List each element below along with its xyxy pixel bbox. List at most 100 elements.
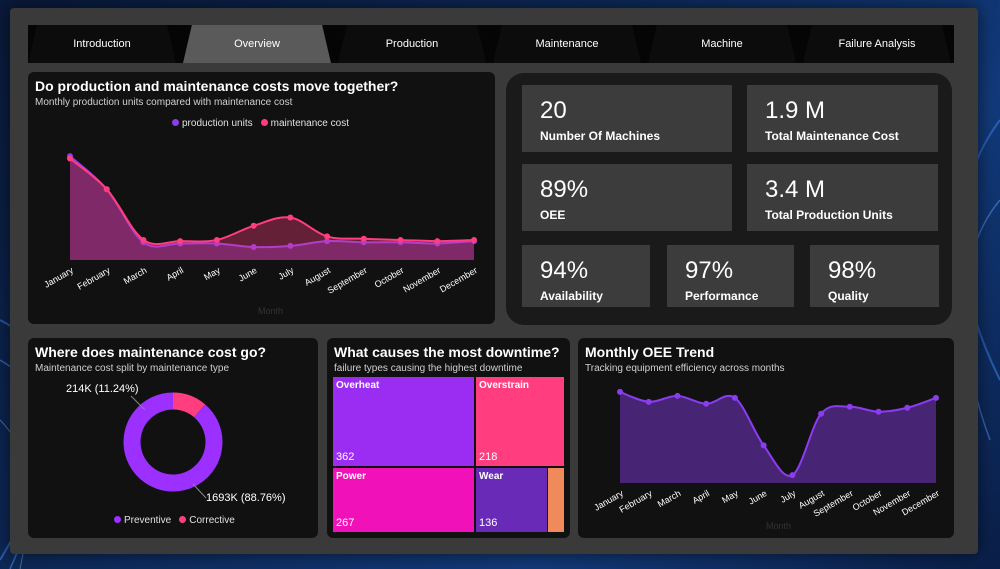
kpi-prod-units-label: Total Production Units xyxy=(765,208,893,222)
cost-chart-svg: January February March April May June July Augu… xyxy=(42,153,479,296)
treemap-power-value: 267 xyxy=(336,517,355,529)
x-tick-label: March xyxy=(656,488,683,509)
point-1-8 xyxy=(360,235,367,242)
tab-introduction[interactable]: Introduction xyxy=(28,25,176,63)
point-0-2 xyxy=(674,392,681,399)
kpi-maint-cost-value: 1.9 M xyxy=(765,97,826,124)
x-tick-label: April xyxy=(691,488,712,506)
donut-slice-preventive xyxy=(123,392,223,492)
point-0-6 xyxy=(789,472,796,479)
point-1-4 xyxy=(213,236,220,243)
x-tick-label: January xyxy=(42,265,75,290)
legend-production: production units xyxy=(172,118,253,129)
donut-title: Where does maintenance cost go? xyxy=(35,344,267,360)
kpi-oee: 89% OEE xyxy=(522,164,732,231)
kpi-prod-units-value: 3.4 M xyxy=(765,176,826,203)
point-0-7 xyxy=(818,410,825,417)
point-1-11 xyxy=(471,236,477,243)
tab-overview[interactable]: Overview xyxy=(183,25,331,63)
x-tick-label: May xyxy=(202,265,222,282)
treemap-wear-label: Wear xyxy=(479,471,504,482)
donut-leader-preventive xyxy=(192,483,207,499)
x-tick-label: June xyxy=(237,265,259,283)
kpi-maint-cost-label: Total Maintenance Cost xyxy=(765,129,899,143)
legend-preventive: Preventive xyxy=(114,515,171,526)
kpi-quality-value: 98% xyxy=(828,257,877,284)
kpi-oee-value: 89% xyxy=(540,176,589,203)
tab-production[interactable]: Production xyxy=(338,25,486,63)
point-0-1 xyxy=(645,398,652,405)
kpi-machines: 20 Number Of Machines xyxy=(522,85,732,152)
treemap-overstrain[interactable]: Overstrain 218 xyxy=(476,377,564,466)
x-tick-label: May xyxy=(720,488,740,505)
oee-chart-xlabel: Month xyxy=(766,521,792,531)
x-tick-label: February xyxy=(618,488,655,515)
legend-corrective: Corrective xyxy=(179,515,235,526)
donut-subtitle: Maintenance cost split by maintenance ty… xyxy=(35,363,229,374)
x-tick-label: December xyxy=(438,265,479,294)
point-0-7 xyxy=(324,238,331,245)
treemap-power[interactable]: Power 267 xyxy=(333,468,474,532)
tab-failure-analysis[interactable]: Failure Analysis xyxy=(803,25,951,63)
point-0-6 xyxy=(287,242,294,249)
point-0-5 xyxy=(250,244,257,251)
x-tick-label: September xyxy=(326,265,369,296)
x-tick-label: July xyxy=(276,265,295,282)
treemap-overheat-label: Overheat xyxy=(336,380,380,391)
kpi-panel: 20 Number Of Machines 1.9 M Total Mainte… xyxy=(506,73,952,325)
point-0-4 xyxy=(731,394,738,401)
donut-leader-corrective xyxy=(130,395,146,411)
kpi-availability-value: 94% xyxy=(540,257,589,284)
kpi-maint-cost: 1.9 M Total Maintenance Cost xyxy=(747,85,938,152)
kpi-machines-label: Number Of Machines xyxy=(540,129,661,143)
kpi-prod-units: 3.4 M Total Production Units xyxy=(747,164,938,231)
point-0-0 xyxy=(617,388,623,395)
area-0 xyxy=(70,156,474,260)
point-0-11 xyxy=(933,394,939,401)
point-1-6 xyxy=(287,214,294,221)
oee-trend-subtitle: Tracking equipment efficiency across mon… xyxy=(585,363,785,374)
point-0-8 xyxy=(846,403,853,410)
kpi-availability: 94% Availability xyxy=(522,245,650,307)
treemap-power-label: Power xyxy=(336,471,367,482)
tab-machine[interactable]: Machine xyxy=(648,25,796,63)
kpi-performance: 97% Performance xyxy=(667,245,794,307)
point-1-1 xyxy=(103,186,110,193)
treemap-other[interactable] xyxy=(548,468,564,532)
cost-chart-title: Do production and maintenance costs move… xyxy=(35,78,399,94)
x-tick-label: August xyxy=(303,265,333,288)
area-0 xyxy=(620,391,936,483)
treemap-wear-value: 136 xyxy=(479,517,498,529)
x-tick-label: February xyxy=(76,265,113,292)
point-1-5 xyxy=(250,222,257,229)
treemap-card: What causes the most downtime? failure t… xyxy=(327,338,570,538)
donut-legend: Preventive Corrective xyxy=(114,515,235,526)
kpi-performance-value: 97% xyxy=(685,257,734,284)
treemap-subtitle: failure types causing the highest downti… xyxy=(334,363,523,374)
kpi-performance-label: Performance xyxy=(685,289,759,303)
treemap-overheat[interactable]: Overheat 362 xyxy=(333,377,474,466)
tab-maintenance[interactable]: Maintenance xyxy=(493,25,641,63)
cost-chart-subtitle: Monthly production units compared with m… xyxy=(35,97,293,108)
donut-slice-corrective xyxy=(172,392,206,418)
treemap-wear[interactable]: Wear 136 xyxy=(476,468,547,532)
x-tick-label: March xyxy=(122,265,149,286)
point-1-0 xyxy=(67,155,73,162)
point-1-10 xyxy=(434,238,441,245)
donut-preventive-label: 1693K (88.76%) xyxy=(206,492,286,504)
point-1-7 xyxy=(324,233,331,240)
point-0-10 xyxy=(904,404,911,411)
area-1 xyxy=(70,158,474,260)
x-tick-label: July xyxy=(778,488,797,505)
kpi-availability-label: Availability xyxy=(540,289,603,303)
x-tick-label: June xyxy=(747,488,769,506)
x-tick-label: November xyxy=(401,265,442,294)
cost-chart-legend: production units maintenance cost xyxy=(172,118,349,129)
treemap-overstrain-label: Overstrain xyxy=(479,380,530,391)
oee-trend-title: Monthly OEE Trend xyxy=(585,344,715,360)
tab-bar: Introduction Overview Production Mainten… xyxy=(28,25,954,63)
point-0-5 xyxy=(760,442,767,449)
kpi-quality: 98% Quality xyxy=(810,245,939,307)
point-1-9 xyxy=(397,236,404,243)
